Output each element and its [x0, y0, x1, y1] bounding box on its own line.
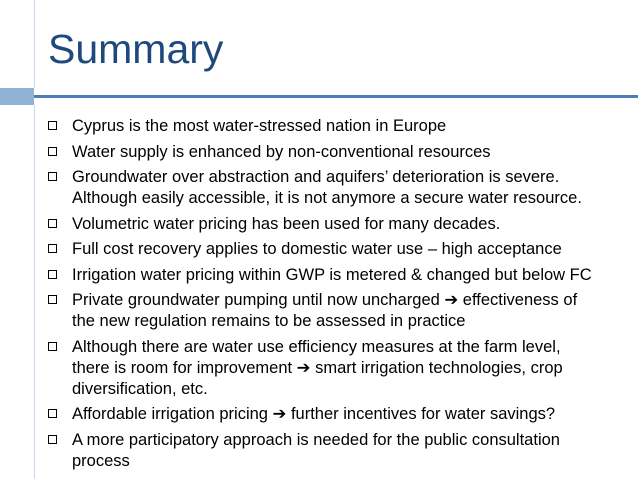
square-bullet-icon [48, 434, 57, 444]
bullet-item: Although there are water use efficiency … [48, 337, 638, 400]
decorative-vertical-line-bottom [34, 105, 35, 479]
bullet-text: Volumetric water pricing has been used f… [72, 214, 501, 233]
bullet-text: Full cost recovery applies to domestic w… [72, 240, 562, 258]
bullet-text: diversification, etc. [72, 379, 208, 398]
bullet-text: Although easily accessible, it is not an… [72, 189, 582, 207]
square-bullet-icon [48, 269, 57, 279]
bullet-text: there is room for improvement ➔ smart ir… [72, 358, 563, 377]
bullet-text: Water supply is enhanced by non-conventi… [72, 142, 491, 161]
bullet-text: Private groundwater pumping until now un… [72, 291, 578, 309]
bullet-text: Although there are water use efficiency … [72, 337, 561, 356]
square-bullet-icon [48, 218, 57, 228]
bullet-text: Cyprus is the most water-stressed nation… [72, 117, 447, 135]
bullet-item: Cyprus is the most water-stressed nation… [48, 116, 638, 137]
title-underline [34, 95, 638, 98]
slide-title: Summary [48, 26, 224, 72]
square-bullet-icon [48, 341, 57, 351]
bullet-item: Water supply is enhanced by non-conventi… [48, 142, 638, 163]
bullet-text: Groundwater over abstraction and aquifer… [72, 168, 560, 186]
bullet-text: the new regulation remains to be assesse… [72, 312, 466, 330]
decorative-vertical-line-top [34, 0, 35, 88]
bullet-list: Cyprus is the most water-stressed nation… [48, 116, 638, 476]
bullet-item: Volumetric water pricing has been used f… [48, 214, 638, 235]
bullet-item: Private groundwater pumping until now un… [48, 290, 638, 332]
square-bullet-icon [48, 244, 57, 253]
bullet-item: Groundwater over abstraction and aquifer… [48, 167, 638, 209]
bullet-item: A more participatory approach is needed … [48, 430, 638, 472]
square-bullet-icon [48, 121, 57, 130]
square-bullet-icon [48, 146, 57, 156]
accent-bar [0, 88, 34, 105]
bullet-item: Irrigation water pricing within GWP is m… [48, 265, 638, 286]
bullet-text: Affordable irrigation pricing ➔ further … [72, 405, 556, 423]
bullet-item: Affordable irrigation pricing ➔ further … [48, 404, 638, 425]
bullet-text: A more participatory approach is needed … [72, 430, 560, 449]
square-bullet-icon [48, 172, 57, 181]
square-bullet-icon [48, 295, 57, 304]
bullet-item: Full cost recovery applies to domestic w… [48, 239, 638, 260]
bullet-text: process [72, 451, 130, 470]
square-bullet-icon [48, 409, 57, 418]
bullet-text: Irrigation water pricing within GWP is m… [72, 265, 592, 284]
